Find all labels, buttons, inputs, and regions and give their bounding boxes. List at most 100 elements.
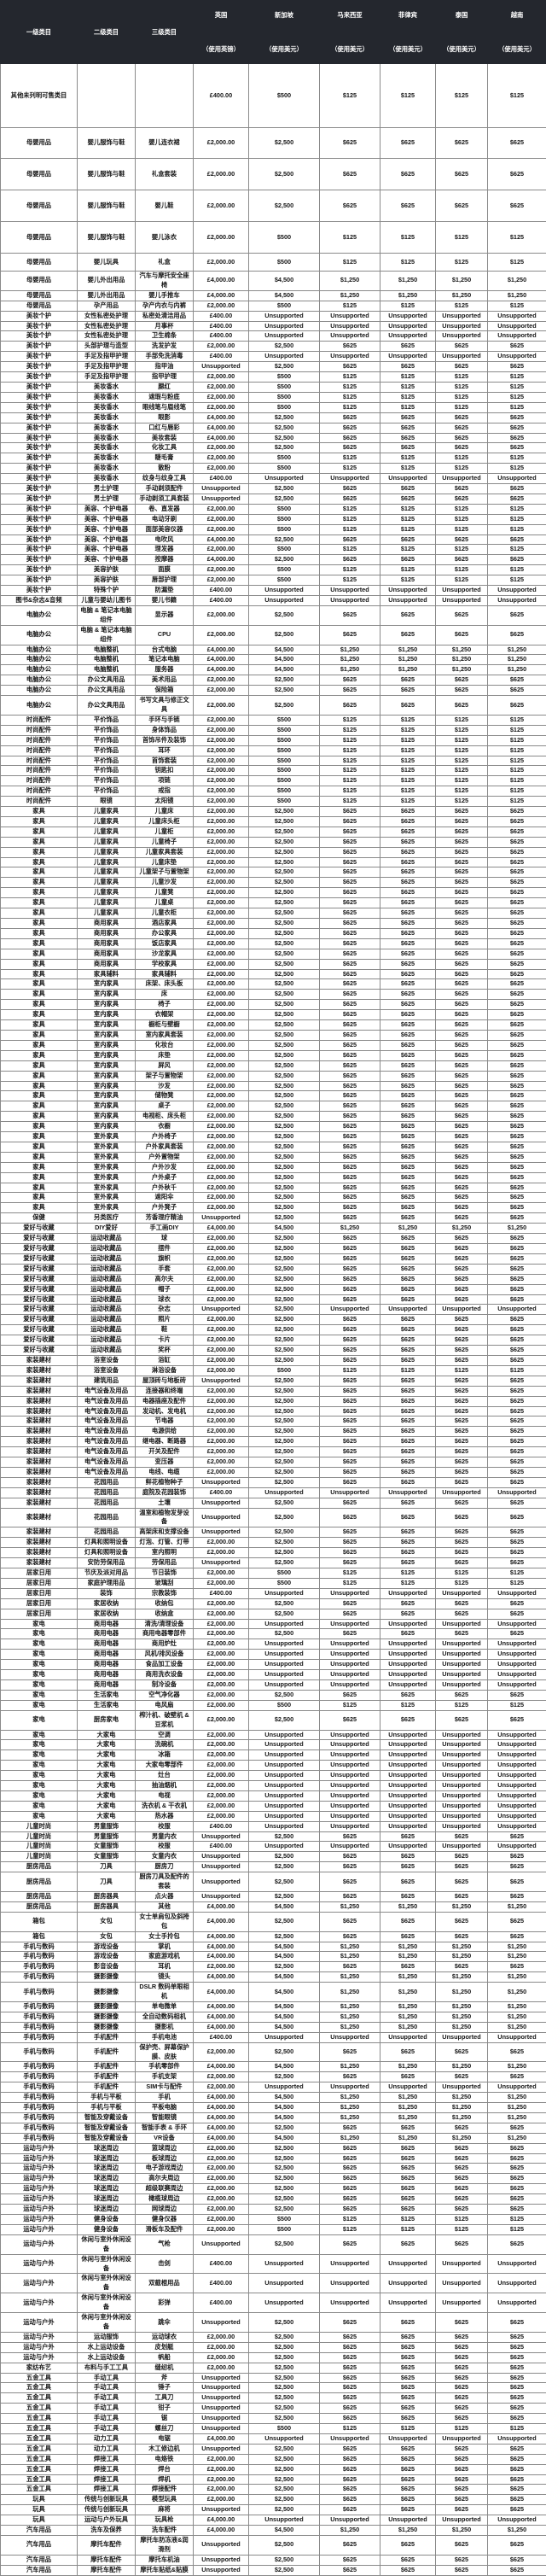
- sg-amount-cell: $2,500: [249, 938, 320, 949]
- sg-amount-cell: $2,500: [249, 837, 320, 847]
- level1-cell: 家电: [1, 1670, 78, 1680]
- level1-cell: 儿童时尚: [1, 1852, 78, 1862]
- uk-amount-cell: £2,000.00: [194, 1781, 249, 1791]
- sg-amount-cell: $2,500: [249, 2332, 320, 2342]
- level3-cell: 摆件: [136, 1244, 194, 1254]
- ph-amount-cell: $1,250: [380, 2112, 436, 2123]
- table-row: 运动与户外水上运动设备帆船£2,000.00$2,500$625$625$625…: [1, 2352, 546, 2363]
- level2-cell: 男童服饰: [78, 1821, 136, 1831]
- my-amount-cell: $625: [320, 1081, 380, 1091]
- level1-cell: 家具: [1, 1030, 78, 1040]
- uk-amount-cell: £2,000.00: [194, 2352, 249, 2363]
- th-amount-cell: Unsupported: [436, 1790, 488, 1801]
- my-amount-cell: $625: [320, 1598, 380, 1609]
- th-amount-cell: $625: [436, 949, 488, 959]
- sg-amount-cell: $4,500: [249, 2012, 320, 2022]
- sg-amount-cell: $2,500: [249, 1060, 320, 1071]
- th-amount-cell: $625: [436, 1710, 488, 1730]
- my-amount-cell: $625: [320, 2393, 380, 2404]
- vn-amount-cell: $125: [488, 786, 546, 797]
- ph-amount-cell: $625: [380, 888, 436, 898]
- my-amount-cell: $625: [320, 990, 380, 1000]
- uk-amount-cell: £2,000.00: [194, 190, 249, 222]
- vn-amount-cell: $625: [488, 555, 546, 565]
- level3-cell: 家庭游戏机: [136, 1952, 194, 1962]
- th-amount-cell: Unsupported: [436, 1305, 488, 1315]
- uk-amount-cell: £2,000.00: [194, 1639, 249, 1650]
- level2-cell: 刀具: [78, 1862, 136, 1872]
- sg-amount-cell: $500: [249, 372, 320, 383]
- ph-amount-cell: $625: [380, 1467, 436, 1477]
- level2-cell: 女包: [78, 1931, 136, 1942]
- level3-cell: 电风扇: [136, 1700, 194, 1710]
- level3-cell: 商用洗衣设备: [136, 1670, 194, 1680]
- level2-cell: 运动收藏品: [78, 1284, 136, 1294]
- table-row: 家具室外家具户外凳子£2,000.00$2,500$625$625$625$62…: [1, 1203, 546, 1213]
- sg-amount-cell: $2,500: [249, 1962, 320, 1972]
- sg-amount-cell: $2,500: [249, 1305, 320, 1315]
- vn-amount-cell: $625: [488, 625, 546, 645]
- vn-amount-cell: $625: [488, 1527, 546, 1538]
- table-row: 家具商用家具学校家具£2,000.00$2,500$625$625$625$62…: [1, 959, 546, 969]
- uk-amount-cell: £2,000.00: [194, 807, 249, 817]
- my-amount-cell: $625: [320, 898, 380, 908]
- my-amount-cell: $625: [320, 827, 380, 837]
- table-row: 美妆个护美容、个护电器按摩器£4,000.00$2,500$625$625$62…: [1, 555, 546, 565]
- th-amount-cell: Unsupported: [436, 1761, 488, 1771]
- level2-cell: 电气设备及用品: [78, 1457, 136, 1468]
- my-amount-cell: $125: [320, 766, 380, 776]
- uk-amount-cell: £2,000.00: [194, 1386, 249, 1396]
- table-row: 家具儿童家具儿童桌£2,000.00$2,500$625$625$625$625: [1, 898, 546, 908]
- level2-cell: 焊接工具: [78, 2464, 136, 2474]
- level2-cell: 室内家具: [78, 1000, 136, 1010]
- uk-amount-cell: £2,000.00: [194, 2205, 249, 2215]
- level3-cell: 摩托车贴纸&贴膜: [136, 2565, 194, 2575]
- level3-cell: 洗车配件: [136, 2526, 194, 2536]
- level2-cell: 摩托车配件: [78, 2536, 136, 2556]
- level3-cell: 汽车与摩托安全座椅: [136, 272, 194, 291]
- th-amount-cell: $125: [436, 382, 488, 392]
- level2-cell: 女童服饰: [78, 1852, 136, 1862]
- table-row: 家具儿童家具儿童家具套装£2,000.00$2,500$625$625$625$…: [1, 847, 546, 857]
- uk-amount-cell: £2,000.00: [194, 1253, 249, 1264]
- level1-cell: 美妆个护: [1, 514, 78, 524]
- level2-cell: 花园用品: [78, 1477, 136, 1487]
- uk-amount-cell: £2,000.00: [194, 1020, 249, 1031]
- th-amount-cell: $1,250: [436, 2103, 488, 2113]
- sg-amount-cell: Unsupported: [249, 1790, 320, 1801]
- my-amount-cell: $625: [320, 1030, 380, 1040]
- th-amount-cell: $1,250: [436, 1983, 488, 2002]
- level1-cell: 手机与数码: [1, 1972, 78, 1983]
- my-amount-cell: $625: [320, 1253, 380, 1264]
- uk-amount-cell: £2,000.00: [194, 1030, 249, 1040]
- ph-amount-cell: Unsupported: [380, 352, 436, 362]
- ph-amount-cell: $625: [380, 1000, 436, 1010]
- vn-amount-cell: $1,250: [488, 272, 546, 291]
- th-amount-cell: $625: [436, 807, 488, 817]
- level2-cell: 女性私密处护理: [78, 311, 136, 321]
- level2-cell: 大家电: [78, 1811, 136, 1821]
- my-amount-cell: $1,250: [320, 1224, 380, 1234]
- th-amount-cell: Unsupported: [436, 2515, 488, 2526]
- level1-cell: 家电: [1, 1629, 78, 1639]
- level2-cell: 平价饰品: [78, 735, 136, 745]
- vn-amount-cell: $625: [488, 2352, 546, 2363]
- vn-amount-cell: $625: [488, 190, 546, 222]
- sg-amount-cell: Unsupported: [249, 311, 320, 321]
- level2-cell: 美容护肤: [78, 565, 136, 575]
- level3-cell: 美妆套装: [136, 433, 194, 443]
- ph-amount-cell: $625: [380, 2383, 436, 2393]
- th-amount-cell: Unsupported: [436, 2254, 488, 2274]
- ph-amount-cell: $625: [380, 159, 436, 190]
- level3-cell: 洗发护发: [136, 342, 194, 352]
- vn-amount-cell: Unsupported: [488, 2274, 546, 2293]
- level1-cell: 家电: [1, 1790, 78, 1801]
- vn-amount-cell: Unsupported: [488, 1588, 546, 1598]
- level1-cell: 家电: [1, 1771, 78, 1781]
- ph-amount-cell: $125: [380, 402, 436, 412]
- my-amount-cell: $625: [320, 2042, 380, 2062]
- level1-cell: 母婴用品: [1, 159, 78, 190]
